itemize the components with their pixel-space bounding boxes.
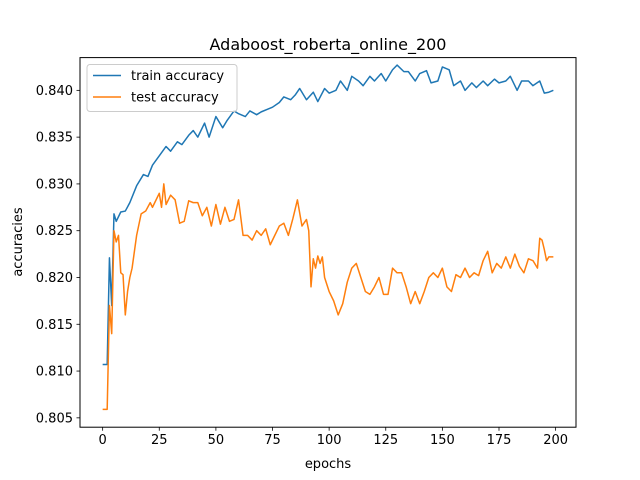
y-tick-label: 0.840	[36, 84, 73, 99]
x-tick-label: 175	[487, 433, 512, 448]
x-tick-label: 75	[264, 433, 281, 448]
x-tick-label: 25	[151, 433, 168, 448]
y-tick-label: 0.835	[36, 131, 73, 146]
chart-title: Adaboost_roberta_online_200	[210, 35, 447, 55]
series-layer	[102, 64, 554, 411]
legend: train accuracy test accuracy	[86, 64, 238, 112]
x-tick-label: 100	[317, 433, 342, 448]
x-tick-label: 125	[373, 433, 398, 448]
series-line-train-accuracy	[102, 64, 554, 366]
x-tick-label: 50	[208, 433, 225, 448]
y-tick-label: 0.815	[36, 318, 73, 333]
y-tick-label: 0.825	[36, 224, 73, 239]
legend-label-test-accuracy: test accuracy	[131, 91, 219, 106]
y-tick-label: 0.805	[36, 411, 73, 426]
x-axis-title: epochs	[305, 457, 352, 472]
x-tick-label: 200	[543, 433, 568, 448]
legend-label-train-accuracy: train accuracy	[131, 69, 224, 84]
series-line-test-accuracy	[102, 183, 554, 411]
y-tick-label: 0.810	[36, 365, 73, 380]
y-axis: 0.805 0.810 0.815 0.820 0.825 0.830 0.835 0.840	[36, 84, 80, 426]
y-tick-label: 0.820	[36, 271, 73, 286]
x-tick-label: 0	[99, 433, 107, 448]
y-axis-title: accuracies	[11, 207, 26, 277]
plot-frame	[79, 57, 577, 428]
x-tick-label: 150	[430, 433, 455, 448]
legend-box	[86, 64, 238, 112]
y-tick-label: 0.830	[36, 177, 73, 192]
x-axis: 0 25 50 75 100 125 150 175 200	[99, 427, 568, 448]
